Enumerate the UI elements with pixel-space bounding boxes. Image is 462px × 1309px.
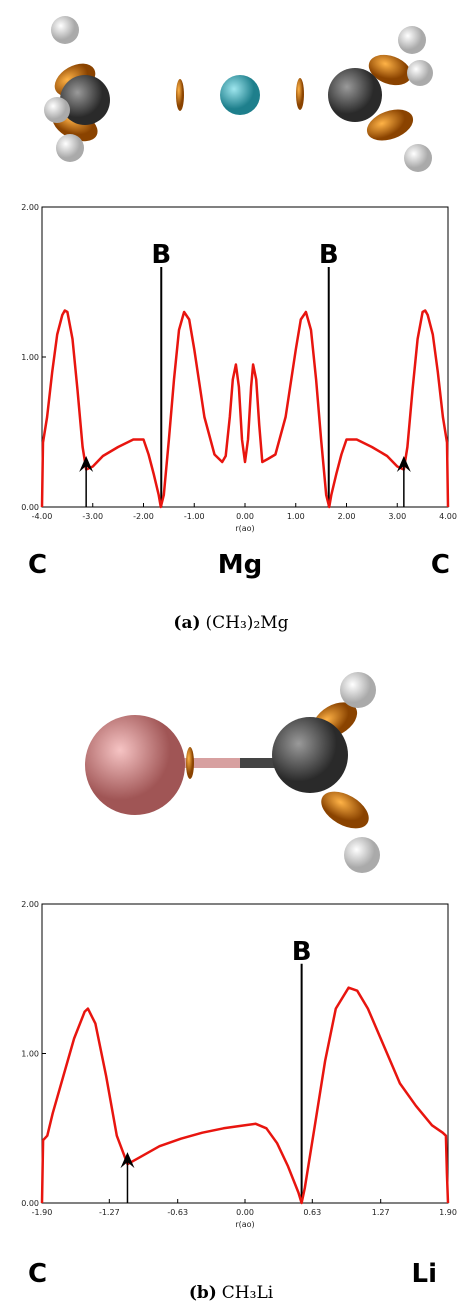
y-tick-label: 0.00 (21, 1199, 39, 1208)
x-tick-label: 0.63 (303, 1208, 321, 1217)
atom-label: C (431, 550, 450, 580)
caption-formula: CH₃Li (222, 1283, 274, 1303)
x-tick-label: 4.00 (439, 512, 457, 521)
caption-tag: (b) (189, 1283, 217, 1303)
caption: (a) (CH₃)₂Mg (173, 613, 288, 633)
bond-point-label: B (292, 937, 312, 967)
x-axis-label: r(ao) (235, 1220, 254, 1229)
atom-label: C (28, 550, 47, 580)
atom-label: Mg (218, 550, 262, 580)
minimum-arrow (120, 1152, 134, 1203)
x-tick-label: 0.00 (236, 512, 254, 521)
atom-label: C (28, 1259, 47, 1289)
y-tick-label: 1.00 (21, 353, 39, 362)
caption-tag: (a) (173, 613, 200, 633)
x-tick-label: 2.00 (338, 512, 356, 521)
x-tick-label: -1.90 (32, 1208, 53, 1217)
molecule-a (44, 16, 433, 172)
molecule-b (85, 672, 380, 873)
y-tick-label: 2.00 (21, 900, 39, 909)
figure: 0.00 1.00 2.00 -4.00 -3.00 -2.00 -1.00 0.00 1.00… (0, 0, 462, 1309)
data-line (42, 988, 448, 1203)
y-tick-label: 2.00 (21, 203, 39, 212)
x-tick-label: -4.00 (32, 512, 53, 521)
bond-point-label: B (151, 240, 171, 270)
x-tick-label: -1.27 (99, 1208, 120, 1217)
x-tick-label: -1.00 (184, 512, 205, 521)
minimum-arrow (397, 456, 411, 507)
x-tick-label: 0.00 (236, 1208, 254, 1217)
x-tick-label: -3.00 (82, 512, 103, 521)
y-tick-label: 0.00 (21, 503, 39, 512)
y-tick-label: 1.00 (21, 1050, 39, 1059)
caption-formula: (CH₃)₂Mg (206, 613, 289, 633)
caption: (b)CH₃Li (189, 1283, 274, 1303)
x-axis-label: r(ao) (235, 524, 254, 533)
x-tick-label: 1.27 (372, 1208, 390, 1217)
x-tick-label: 1.90 (439, 1208, 457, 1217)
x-tick-label: 3.00 (388, 512, 406, 521)
x-tick-label: 1.00 (287, 512, 305, 521)
data-line (42, 311, 448, 508)
x-tick-label: -2.00 (133, 512, 154, 521)
x-tick-label: -0.63 (167, 1208, 188, 1217)
atom-label: Li (412, 1259, 437, 1289)
minimum-arrow (79, 456, 93, 507)
bond-point-label: B (319, 240, 339, 270)
